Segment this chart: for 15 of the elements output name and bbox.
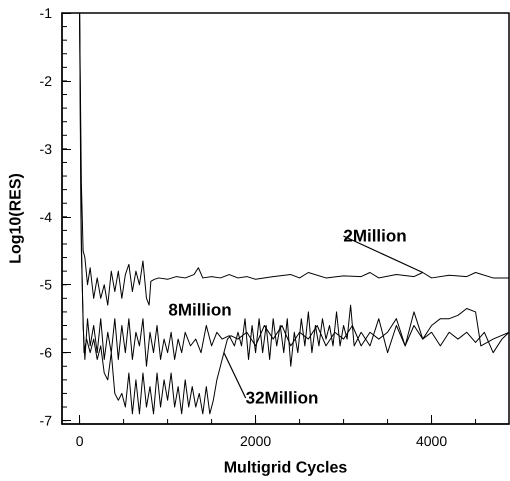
- series-label: 32Million: [246, 388, 318, 408]
- y-tick-label: -2: [40, 72, 52, 89]
- y-tick-label: -6: [40, 344, 52, 361]
- y-tick-label: -7: [40, 412, 52, 429]
- x-axis-title: Multigrid Cycles: [224, 460, 348, 476]
- y-tick-label: -3: [40, 140, 52, 157]
- x-tick-label: 0: [76, 433, 84, 449]
- x-tick-label: 4000: [416, 433, 448, 449]
- y-tick-label: -4: [40, 208, 52, 225]
- series-label: 8Million: [168, 300, 232, 320]
- y-tick-label: -1: [40, 5, 52, 21]
- series-label: 2Million: [343, 226, 407, 246]
- y-axis-title: Log10(RES): [8, 173, 24, 264]
- x-tick-label: 2000: [240, 433, 272, 449]
- y-tick-label: -5: [40, 276, 52, 293]
